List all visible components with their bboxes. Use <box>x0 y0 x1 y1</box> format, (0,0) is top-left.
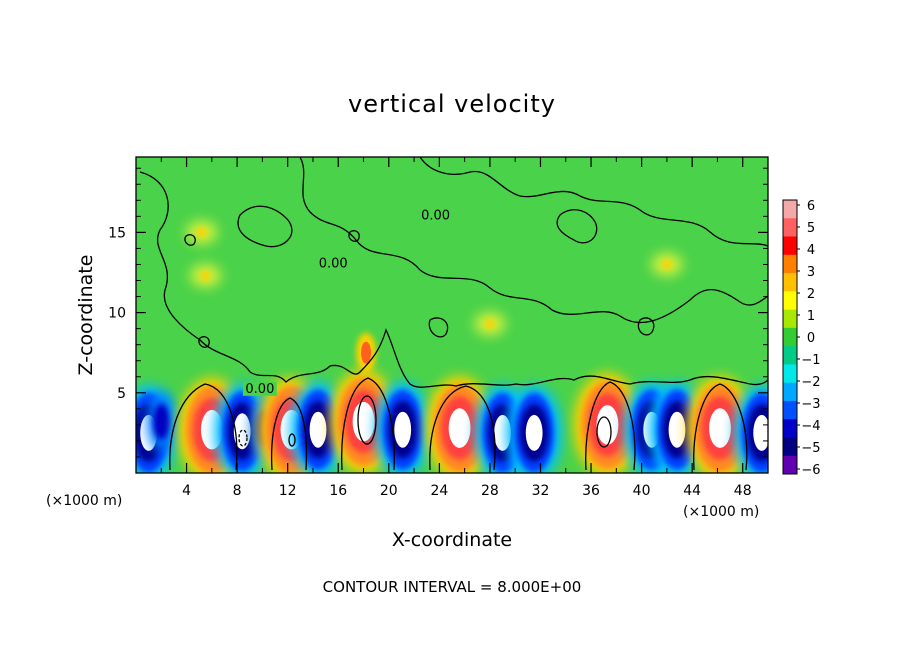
x-tick-label: 20 <box>380 483 398 499</box>
y-axis-unit: (×1000 m) <box>46 493 122 509</box>
colorbar-swatch <box>783 419 797 438</box>
field-cell <box>506 384 563 473</box>
x-tick-label: 4 <box>182 483 191 499</box>
colorbar: 6 5 4 3 2 1 0 −1 −2 −3 −4 −5 −6 <box>782 199 821 478</box>
x-tick-label: 16 <box>329 483 347 499</box>
colorbar-swatch <box>783 291 797 311</box>
contour-label-bg <box>418 208 453 223</box>
contour-label: 0.00 <box>421 209 450 224</box>
colorbar-tick-label: 2 <box>807 287 815 302</box>
colorbar-swatch <box>783 200 797 219</box>
colorbar-tick-label: −3 <box>801 397 820 412</box>
colorbar-swatch <box>783 437 797 457</box>
contour-label: 0.00 <box>319 257 348 272</box>
x-tick-label: 12 <box>279 483 297 499</box>
contour-labels: 0.00 0.00 0.00 <box>242 208 453 397</box>
x-axis-unit: (×1000 m) <box>683 504 759 520</box>
x-tick-label: 44 <box>683 483 701 499</box>
colorbar-swatch <box>783 382 797 402</box>
x-tick-label: 24 <box>430 483 448 499</box>
x-tick-label: 32 <box>532 483 550 499</box>
colorbar-tick-label: 6 <box>807 199 815 214</box>
colorbar-swatch <box>783 273 797 292</box>
colorbar-tick-label: −2 <box>801 375 820 390</box>
colorbar-swatch <box>783 309 797 329</box>
field-cell <box>189 263 222 288</box>
colorbar-swatch <box>783 400 797 420</box>
y-axis-label: Z-coordinate <box>75 255 97 376</box>
field-cell <box>374 381 431 473</box>
x-axis-label: X-coordinate <box>392 529 512 551</box>
colorbar-swatch <box>783 254 797 274</box>
contour-label: 0.00 <box>245 382 274 397</box>
field-cell <box>473 311 506 336</box>
field-cell <box>733 384 768 473</box>
chart-title: vertical velocity <box>348 90 556 118</box>
colorbar-tick-label: −1 <box>801 353 820 368</box>
x-tick-label: 8 <box>233 483 242 499</box>
colorbar-swatch <box>783 455 797 475</box>
y-tick-label: 5 <box>117 386 126 402</box>
colorbar-swatch <box>783 236 797 256</box>
colorbar-tick-label: 3 <box>807 265 815 280</box>
field-cell <box>185 220 218 245</box>
x-axis-ticks: 4 8 12 16 20 24 28 32 36 40 44 48 <box>160 157 752 499</box>
colorbar-tick-label: 5 <box>807 221 815 236</box>
colorbar-swatch <box>783 218 797 238</box>
field-cell <box>356 332 377 373</box>
contour-label-bg <box>316 256 351 271</box>
colorbar-tick-label: −4 <box>801 419 820 434</box>
colorbar-tick-label: −6 <box>801 463 820 478</box>
velocity-field <box>136 220 768 473</box>
x-tick-label: 48 <box>734 483 752 499</box>
colorbar-swatch <box>783 346 797 365</box>
x-tick-label: 40 <box>633 483 651 499</box>
colorbar-tick-label: 1 <box>807 309 815 324</box>
field-cell <box>147 391 176 452</box>
x-tick-label: 28 <box>481 483 499 499</box>
contour-label-bg <box>242 381 277 396</box>
y-tick-label: 10 <box>108 306 126 322</box>
x-tick-label: 36 <box>582 483 600 499</box>
colorbar-tick-label: −5 <box>801 441 820 456</box>
y-tick-label: 15 <box>108 225 126 241</box>
y-axis-ticks: 5 10 15 <box>108 167 768 458</box>
plot-frame <box>135 156 769 474</box>
contour-interval-text: CONTOUR INTERVAL = 8.000E+00 <box>323 578 582 596</box>
field-cell <box>650 252 683 277</box>
colorbar-swatch <box>783 364 797 384</box>
colorbar-tick-label: 4 <box>807 243 815 258</box>
colorbar-swatch <box>783 327 797 347</box>
colorbar-tick-label: 0 <box>807 331 815 346</box>
contour-lines <box>139 157 768 471</box>
